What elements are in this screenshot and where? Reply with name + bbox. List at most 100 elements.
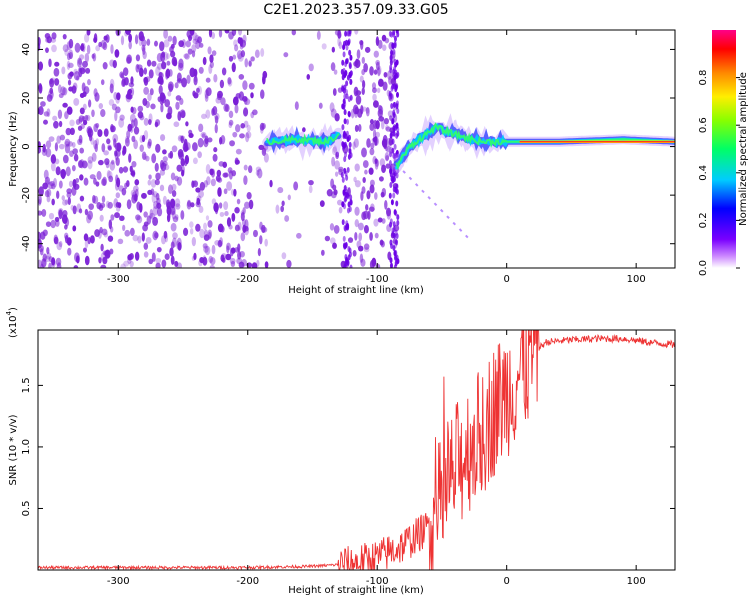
noise-blob	[101, 195, 106, 203]
noise-blob	[193, 74, 198, 83]
noise-blob	[354, 219, 360, 228]
noise-blob	[349, 94, 353, 101]
noise-blob	[214, 123, 218, 134]
noise-blob	[38, 195, 42, 205]
noise-blob	[189, 227, 194, 235]
noise-blob	[206, 176, 211, 186]
noise-blob	[84, 255, 90, 266]
noise-blob	[154, 162, 159, 172]
noise-blob	[241, 218, 246, 227]
noise-blob	[355, 95, 362, 105]
noise-blob	[187, 48, 193, 55]
noise-blob	[324, 235, 331, 242]
spectrogram-y-label: Frequency (Hz)	[8, 111, 19, 187]
noise-blob	[330, 62, 336, 71]
noise-blob	[176, 164, 183, 172]
noise-blob	[203, 245, 209, 253]
noise-blob	[264, 261, 269, 268]
noise-blob	[205, 77, 211, 83]
noise-blob	[100, 243, 104, 252]
noise-blob	[131, 135, 136, 143]
noise-blob	[207, 220, 213, 228]
noise-blob	[189, 221, 194, 228]
noise-blob	[244, 98, 251, 106]
noise-blob	[341, 201, 345, 208]
noise-blob	[248, 60, 252, 67]
noise-blob	[375, 263, 381, 268]
noise-blob	[368, 167, 374, 175]
snr-y-scale-base: (x10	[8, 315, 19, 338]
noise-blob	[354, 180, 361, 188]
noise-blob	[347, 246, 351, 253]
snr-x-ticks: -300 -200 -100 0 100	[107, 330, 646, 587]
noise-blob	[177, 135, 183, 142]
noise-blob	[87, 79, 91, 86]
noise-blob	[85, 67, 91, 74]
noise-blob	[42, 143, 46, 153]
noise-blob	[93, 123, 99, 133]
noise-blob	[376, 65, 382, 75]
x-tick-label: -200	[236, 576, 259, 587]
noise-blob	[93, 139, 98, 150]
noise-blob	[287, 194, 291, 201]
noise-blob	[389, 171, 393, 178]
noise-blob	[50, 219, 56, 229]
noise-blob	[192, 157, 198, 165]
noise-blob	[211, 50, 217, 56]
x-tick-label: -200	[236, 274, 259, 285]
noise-blob	[51, 198, 55, 206]
noise-blob	[216, 93, 222, 101]
noise-blob	[353, 138, 359, 148]
noise-blob	[69, 127, 75, 136]
noise-blob	[348, 49, 352, 56]
noise-blob	[356, 240, 362, 249]
noise-blob	[100, 109, 106, 118]
colorbar-tick-label: 0.0	[698, 260, 709, 276]
noise-blob	[152, 216, 159, 226]
noise-blob	[154, 40, 158, 47]
noise-blob	[128, 33, 133, 43]
noise-blob	[382, 81, 388, 91]
noise-blob	[243, 106, 249, 117]
noise-blob	[231, 170, 237, 177]
noise-blob	[160, 103, 164, 113]
noise-blob	[262, 74, 266, 85]
noise-blob	[109, 59, 115, 67]
noise-blob	[205, 215, 210, 221]
noise-blob	[211, 32, 216, 40]
noise-blob	[176, 72, 182, 83]
noise-blob	[242, 34, 247, 44]
noise-blob	[369, 179, 375, 187]
noise-blob	[260, 48, 265, 57]
noise-blob	[163, 230, 168, 239]
noise-blob	[89, 174, 96, 180]
noise-blob	[363, 225, 369, 234]
noise-blob	[98, 102, 104, 110]
noise-blob	[156, 197, 161, 205]
noise-blob	[390, 103, 394, 110]
noise-blob	[106, 169, 111, 179]
noise-blob	[396, 108, 400, 115]
noise-blob	[205, 109, 211, 119]
noise-blob	[361, 147, 367, 158]
noise-blob	[62, 87, 68, 96]
noise-blob	[342, 132, 346, 139]
noise-blob	[82, 247, 87, 253]
noise-blob	[45, 147, 52, 158]
noise-blob	[93, 37, 98, 43]
noise-blob	[82, 119, 88, 126]
noise-blob	[69, 150, 74, 158]
noise-blob	[151, 153, 157, 164]
y-tick-label: 0.5	[21, 501, 32, 517]
noise-blob	[53, 67, 60, 77]
noise-blob	[389, 166, 393, 173]
noise-blob	[117, 238, 124, 245]
noise-blob	[49, 180, 55, 187]
x-tick-label: 0	[503, 274, 509, 285]
noise-blob	[82, 43, 86, 53]
noise-blob	[222, 172, 228, 178]
noise-blob	[172, 232, 178, 240]
noise-blob	[87, 159, 93, 170]
noise-blob	[349, 264, 353, 268]
